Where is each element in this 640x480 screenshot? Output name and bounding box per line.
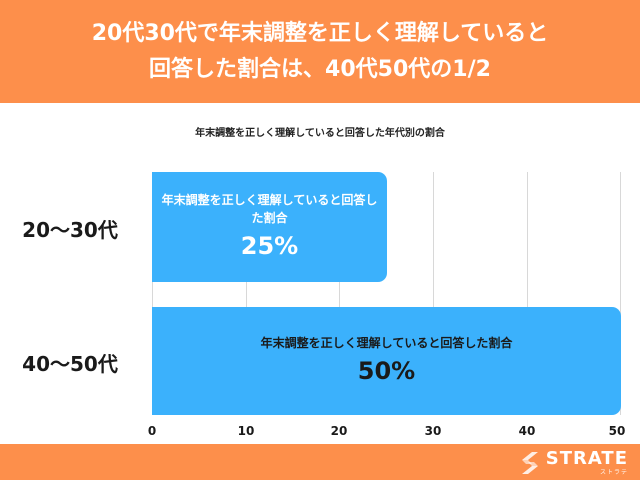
strate-logo: STRATE ストラテ — [518, 449, 628, 476]
gridline-20 — [339, 172, 340, 415]
gridline-0 — [152, 172, 153, 415]
bar-value: 50% — [357, 357, 416, 385]
footer-banner: STRATE ストラテ — [0, 444, 640, 480]
x-tick-40: 40 — [518, 424, 536, 438]
gridline-30 — [433, 172, 434, 415]
headline-line-2: 回答した割合は、40代50代の1/2 — [149, 56, 491, 82]
x-tick-30: 30 — [424, 424, 442, 438]
bar-40-50s: 年末調整を正しく理解していると回答した割合 50% — [152, 307, 621, 415]
x-tick-50: 50 — [608, 424, 626, 438]
bar-label: 年末調整を正しく理解していると回答した割合 — [161, 193, 378, 225]
bar-label: 年末調整を正しく理解していると回答した割合 — [260, 336, 513, 350]
x-tick-0: 0 — [147, 424, 157, 438]
category-label-40-50s: 40〜50代 — [22, 352, 118, 376]
gridline-10 — [246, 172, 247, 415]
x-tick-20: 20 — [330, 424, 348, 438]
x-tick-10: 10 — [237, 424, 255, 438]
brand-subtitle: ストラテ — [599, 469, 628, 476]
header-banner: 20代30代で年末調整を正しく理解していると 回答した割合は、40代50代の1/… — [0, 0, 640, 103]
bar-20-30s: 年末調整を正しく理解していると回答した割合 25% — [152, 172, 387, 282]
gridline-50 — [620, 172, 621, 415]
brand-name: STRATE — [545, 448, 628, 469]
strate-logo-icon — [521, 451, 538, 474]
gridline-40 — [527, 172, 528, 415]
headline-line-1: 20代30代で年末調整を正しく理解していると — [91, 20, 549, 46]
chart-title: 年末調整を正しく理解していると回答した年代別の割合 — [195, 128, 445, 139]
bar-value: 25% — [240, 232, 299, 260]
category-label-20-30s: 20〜30代 — [22, 218, 118, 242]
plot-area: 年末調整を正しく理解していると回答した割合 25% 年末調整を正しく理解している… — [152, 172, 621, 415]
